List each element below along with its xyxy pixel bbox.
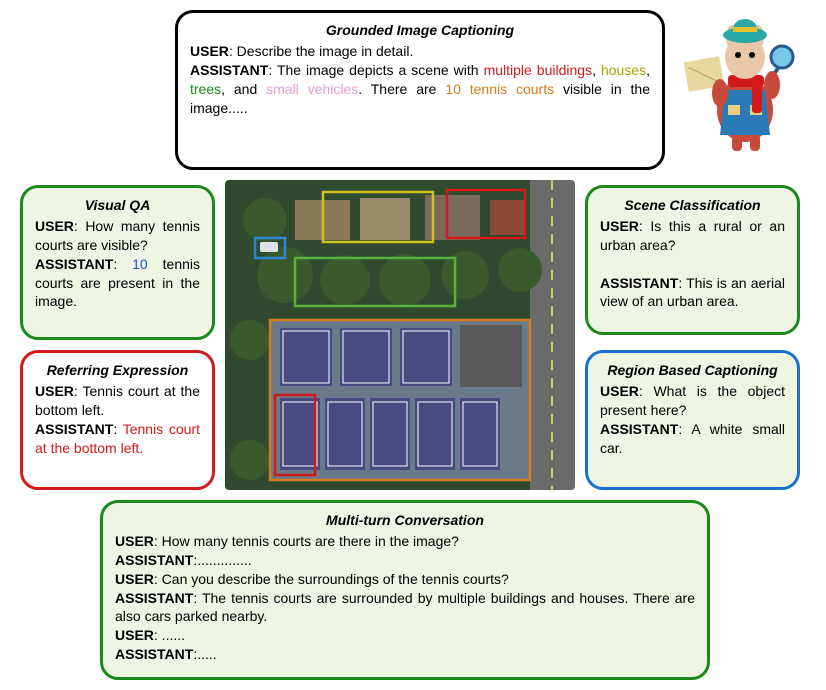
assistant-label: ASSISTANT (115, 552, 193, 568)
word-houses: houses (601, 62, 646, 78)
vqa-number: 10 (132, 256, 148, 272)
user-label: USER (35, 218, 74, 234)
multi-u3: : ...... (154, 627, 185, 643)
word-buildings: multiple buildings (484, 62, 593, 78)
assistant-label: ASSISTANT (115, 590, 193, 606)
llama-mascot-icon (680, 15, 800, 155)
refer-asst-pre: : (113, 421, 122, 437)
multi-a3: :..... (193, 646, 216, 662)
scene-classification-box: Scene Classification USER: Is this a rur… (585, 185, 800, 335)
region-captioning-box: Region Based Captioning USER: What is th… (585, 350, 800, 490)
vqa-title: Visual QA (35, 196, 200, 215)
grounded-asst-pre: : The image depicts a scene with (268, 62, 483, 78)
word-courts: 10 tennis courts (445, 81, 554, 97)
word-vehicles: small vehicles (266, 81, 358, 97)
multi-title: Multi-turn Conversation (115, 511, 695, 530)
assistant-label: ASSISTANT (600, 421, 678, 437)
grounded-title: Grounded Image Captioning (190, 21, 650, 40)
multi-a1: :.............. (193, 552, 251, 568)
user-label: USER (600, 218, 639, 234)
aerial-image (225, 180, 575, 490)
grounded-captioning-box: Grounded Image Captioning USER: Describe… (175, 10, 665, 170)
multi-a2: : The tennis courts are surrounded by mu… (115, 590, 695, 625)
assistant-label: ASSISTANT (600, 275, 678, 291)
referring-expression-box: Referring Expression USER: Tennis court … (20, 350, 215, 490)
assistant-label: ASSISTANT (190, 62, 268, 78)
multi-u1: : How many tennis courts are there in th… (154, 533, 459, 549)
word-trees: trees (190, 81, 221, 97)
multi-turn-box: Multi-turn Conversation USER: How many t… (100, 500, 710, 680)
user-label: USER (600, 383, 639, 399)
user-label: USER (115, 571, 154, 587)
assistant-label: ASSISTANT (115, 646, 193, 662)
assistant-label: ASSISTANT (35, 421, 113, 437)
visual-qa-box: Visual QA USER: How many tennis courts a… (20, 185, 215, 340)
region-title: Region Based Captioning (600, 361, 785, 380)
user-label: USER (115, 627, 154, 643)
user-label: USER (190, 43, 229, 59)
multi-u2: : Can you describe the surroundings of t… (154, 571, 509, 587)
grounded-user-text: : Describe the image in detail. (229, 43, 413, 59)
grounded-asst-mid: . There are (358, 81, 445, 97)
assistant-label: ASSISTANT (35, 256, 113, 272)
vqa-asst-pre: : (113, 256, 132, 272)
user-label: USER (115, 533, 154, 549)
scene-title: Scene Classification (600, 196, 785, 215)
refer-title: Referring Expression (35, 361, 200, 380)
user-label: USER (35, 383, 74, 399)
